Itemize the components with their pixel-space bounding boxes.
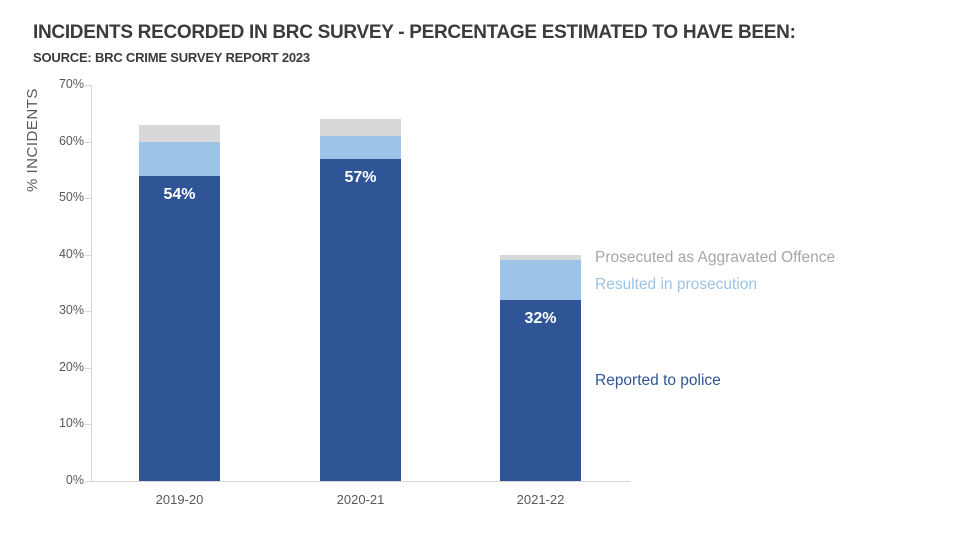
y-tick-label: 0% (65, 473, 84, 487)
y-tick-mark (85, 311, 91, 313)
y-tick-mark (85, 367, 91, 369)
bar-segment-prosecuted-as-aggravated-offence (500, 254, 581, 261)
bar-segment-resulted-in-prosecution (500, 260, 581, 300)
x-tick-label: 2020-21 (336, 492, 385, 507)
legend-item-prosecuted-aggravated: Prosecuted as Aggravated Offence (595, 249, 836, 266)
legend-item-reported-police: Reported to police (595, 372, 721, 389)
chart-title: INCIDENTS RECORDED IN BRC SURVEY - PERCE… (33, 22, 796, 43)
y-axis-title: % INCIDENTS (24, 88, 41, 192)
bar-segment-resulted-in-prosecution (320, 135, 401, 159)
y-tick-mark (85, 85, 91, 86)
bar-value-label: 54% (163, 185, 196, 203)
y-tick-label: 50% (58, 190, 84, 205)
y-tick-label: 30% (58, 303, 84, 318)
chart-subtitle: SOURCE: BRC CRIME SURVEY REPORT 2023 (33, 50, 310, 65)
y-tick-mark (85, 481, 91, 482)
y-tick-label: 10% (58, 416, 84, 431)
y-axis-line (91, 85, 92, 481)
x-axis-line (91, 481, 630, 482)
y-tick-label: 40% (58, 246, 84, 261)
bar-value-label: 57% (344, 168, 377, 186)
y-tick-mark (85, 198, 91, 200)
bar-segment-reported-to-police (320, 158, 401, 481)
y-tick-mark (85, 424, 91, 426)
x-tick-label: 2021-22 (516, 492, 565, 507)
bar-value-label: 32% (524, 309, 557, 327)
y-tick-label: 70% (58, 77, 84, 91)
y-tick-mark (85, 141, 91, 143)
bar-segment-prosecuted-as-aggravated-offence (139, 124, 220, 142)
y-tick-mark (85, 254, 91, 256)
bar-segment-resulted-in-prosecution (139, 141, 220, 176)
legend-item-resulted-prosecution: Resulted in prosecution (595, 276, 757, 293)
bar-segment-prosecuted-as-aggravated-offence (320, 118, 401, 136)
bar-segment-reported-to-police (500, 299, 581, 481)
x-tick-label: 2019-20 (155, 492, 204, 507)
y-tick-label: 60% (58, 133, 84, 148)
y-tick-label: 20% (58, 359, 84, 374)
bar-segment-reported-to-police (139, 175, 220, 481)
